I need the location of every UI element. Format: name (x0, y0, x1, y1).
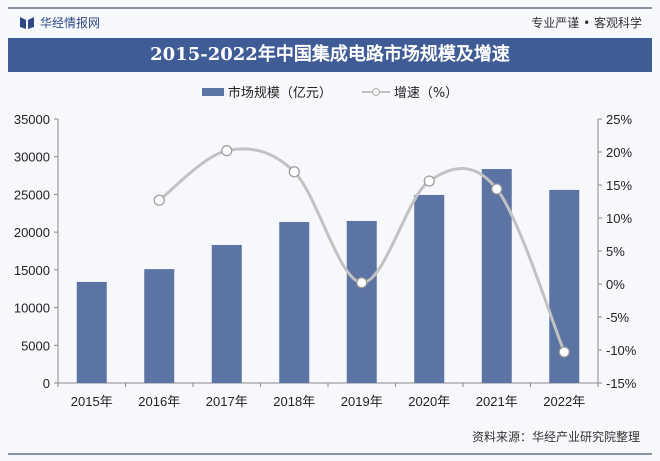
growth-point (153, 194, 165, 206)
legend-label: 市场规模（亿元） (227, 86, 332, 101)
growth-point (558, 346, 570, 358)
legend-item-bar: 市场规模（亿元） (201, 82, 332, 101)
bar-2015年 (76, 281, 107, 383)
x-tick-label: 2022年 (543, 394, 585, 409)
left-tick-label: 30000 (14, 150, 50, 165)
top-divider (8, 7, 652, 9)
right-tick-label: 10% (606, 211, 632, 226)
right-tick-label: 25% (606, 112, 632, 127)
right-tick-label: 15% (606, 178, 632, 193)
x-tick-label: 2020年 (408, 394, 450, 409)
right-tick-label: -10% (606, 343, 637, 358)
growth-point (288, 166, 300, 178)
legend: 市场规模（亿元） 增速（%） (0, 82, 660, 101)
x-tick-label: 2019年 (341, 394, 383, 409)
brand-name: 华经情报网 (40, 16, 101, 30)
bar-2019年 (346, 220, 377, 383)
legend-label: 增速（%） (393, 86, 459, 101)
left-tick-label: 10000 (14, 301, 50, 316)
growth-point (356, 277, 368, 289)
left-tick-label: 0 (43, 376, 50, 391)
x-tick-label: 2017年 (206, 394, 248, 409)
right-tick-label: 20% (606, 145, 632, 160)
growth-point (491, 183, 503, 195)
bar-2016年 (144, 269, 175, 383)
growth-point (423, 175, 435, 187)
right-tick-label: -15% (606, 376, 637, 391)
right-tick-label: 5% (606, 244, 625, 259)
right-tick-label: -5% (606, 310, 630, 325)
left-tick-label: 15000 (14, 263, 50, 278)
left-tick-label: 20000 (14, 225, 50, 240)
bar-2017年 (211, 244, 242, 383)
bar-2020年 (414, 194, 445, 383)
bottom-divider (8, 453, 652, 455)
growth-point (221, 145, 233, 157)
bar-2021年 (481, 169, 512, 383)
brand-logo-icon (20, 16, 34, 29)
brand: 华经情报网 (20, 14, 100, 31)
legend-item-line: 增速（%） (361, 82, 459, 101)
x-tick-label: 2021年 (476, 394, 518, 409)
left-tick-label: 5000 (21, 338, 50, 353)
bar-swatch-icon (201, 87, 224, 96)
motto: 专业严谨 • 客观科学 (531, 16, 642, 30)
line-swatch-icon (361, 87, 390, 96)
source-note: 资料来源：华经产业研究院整理 (471, 430, 640, 444)
chart-title: 2015-2022年中国集成电路市场规模及增速 (8, 38, 652, 72)
left-tick-label: 35000 (14, 112, 50, 127)
x-tick-label: 2016年 (138, 394, 180, 409)
right-tick-label: 0% (606, 277, 625, 292)
x-tick-label: 2018年 (273, 394, 315, 409)
left-tick-label: 25000 (14, 187, 50, 202)
x-tick-label: 2015年 (71, 394, 113, 409)
bar-2018年 (279, 221, 310, 383)
